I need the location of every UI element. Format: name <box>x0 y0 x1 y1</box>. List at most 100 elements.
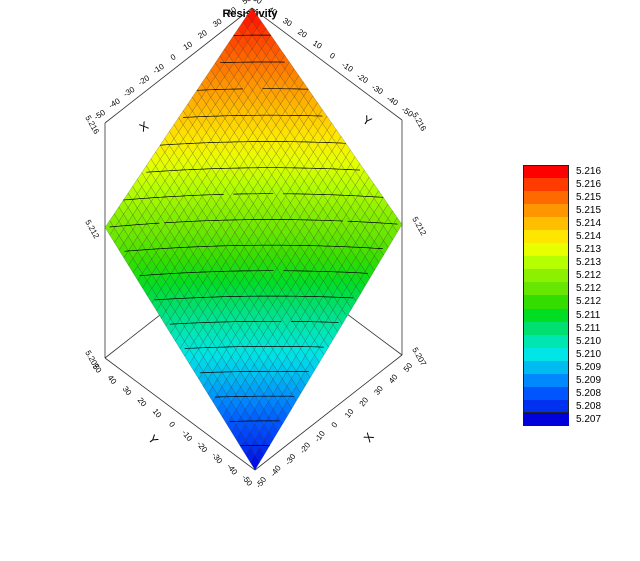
contour-line <box>229 420 280 422</box>
y-tick-label-top: -10 <box>340 60 355 74</box>
legend-label: 5.212 <box>576 296 602 308</box>
x-tick-label: 20 <box>358 395 371 408</box>
legend-row: 5.215 <box>523 204 623 218</box>
legend-row: 5.216 <box>523 178 623 192</box>
x-tick-label-top: -10 <box>151 62 166 76</box>
legend-row: 5.215 <box>523 191 623 205</box>
legend-swatch <box>523 386 569 400</box>
legend-swatch <box>523 399 569 413</box>
legend-row: 5.210 <box>523 347 623 361</box>
legend-swatch <box>523 165 569 179</box>
surface-cell <box>250 454 260 471</box>
legend-label: 5.210 <box>576 335 602 347</box>
legend-label: 5.209 <box>576 374 602 386</box>
legend-row: 5.208 <box>523 386 623 400</box>
y-tick-label: 30 <box>121 385 134 398</box>
y-tick-label: -40 <box>225 462 240 477</box>
x-tick-label-top: 30 <box>211 16 224 29</box>
legend-label: 5.207 <box>576 413 602 425</box>
z-tick-label-right: 5.212 <box>410 215 428 237</box>
y-tick-label-top: -40 <box>385 94 400 108</box>
y-tick-label: 20 <box>136 396 149 409</box>
legend-label: 5.212 <box>576 283 602 295</box>
y-tick-label-top: -30 <box>370 83 385 97</box>
x-axis-title-top: X <box>137 119 151 135</box>
legend-row: 5.210 <box>523 334 623 348</box>
x-tick-label: 50 <box>402 361 415 374</box>
contour-line <box>199 370 309 374</box>
contour-line <box>146 167 360 173</box>
legend-label: 5.213 <box>576 244 602 256</box>
legend-row: 5.211 <box>523 321 623 335</box>
x-tick-label: 30 <box>372 384 385 397</box>
legend-row: 5.212 <box>523 269 623 283</box>
legend-label: 5.208 <box>576 400 602 412</box>
box-edge-top-right <box>251 7 403 121</box>
legend-swatch <box>523 217 569 231</box>
y-tick-label-top: 0 <box>328 51 337 61</box>
contour-line <box>169 320 339 325</box>
legend-row: 5.209 <box>523 360 623 374</box>
legend-label: 5.214 <box>576 218 602 230</box>
legend-label: 5.213 <box>576 257 602 269</box>
y-axis-title-top: Y <box>360 113 374 129</box>
legend-label: 5.214 <box>576 231 602 243</box>
legend-swatch <box>523 347 569 361</box>
x-tick-label-top: 50 <box>241 0 254 6</box>
contour-line <box>160 141 346 146</box>
legend-label: 5.211 <box>576 309 601 321</box>
y-tick-label: -50 <box>240 473 255 488</box>
x-tick-label: 40 <box>387 372 400 385</box>
legend-swatch <box>523 178 569 192</box>
legend-swatch <box>523 295 569 309</box>
y-tick-label-top: 30 <box>281 16 294 29</box>
z-tick-label-right: 5.216 <box>410 111 428 133</box>
x-tick-label: -10 <box>313 429 328 444</box>
y-tick-label: -20 <box>195 440 210 455</box>
legend-swatch <box>523 230 569 244</box>
x-tick-label-top: -40 <box>107 96 122 110</box>
y-tick-label: -10 <box>180 428 195 443</box>
y-axis-title: Y <box>145 432 161 447</box>
x-tick-label: -50 <box>254 475 269 490</box>
legend-label: 5.210 <box>576 348 602 360</box>
legend-swatch <box>523 256 569 270</box>
contour-line <box>196 88 309 91</box>
legend-label: 5.211 <box>576 322 601 334</box>
contour-line <box>139 270 368 276</box>
contour-line <box>220 61 285 64</box>
legend-swatch <box>523 412 569 426</box>
z-tick-label-left: 5.212 <box>83 218 101 240</box>
contour-line <box>184 346 324 349</box>
legend-label: 5.215 <box>576 205 602 217</box>
y-tick-label-top: 50 <box>251 0 264 6</box>
x-tick-label-top: 10 <box>182 39 195 52</box>
legend-row: 5.216 <box>523 165 623 179</box>
y-tick-label-top: -20 <box>355 71 370 85</box>
x-tick-label: -40 <box>269 463 284 478</box>
y-tick-label: 10 <box>151 407 164 420</box>
legend-swatch <box>523 243 569 257</box>
contour-line <box>183 114 323 118</box>
legend-label: 5.212 <box>576 270 602 282</box>
x-tick-label: -30 <box>283 452 298 467</box>
x-axis-title: X <box>361 430 377 445</box>
y-tick-label: -30 <box>210 451 225 466</box>
legend-label: 5.208 <box>576 387 602 399</box>
legend-swatch <box>523 191 569 205</box>
legend-row: 5.213 <box>523 256 623 270</box>
legend-row: 5.208 <box>523 399 623 413</box>
legend-label: 5.216 <box>576 179 602 191</box>
legend-row: 5.211 <box>523 308 623 322</box>
box-edge-top-left <box>104 7 253 124</box>
y-tick-label: 40 <box>106 373 119 386</box>
x-tick-label-top: 0 <box>169 52 178 62</box>
color-legend: 5.216 5.216 5.215 5.215 5.214 5.214 5.213 5.213… <box>523 165 623 426</box>
x-tick-label: -20 <box>298 440 313 455</box>
z-tick-label-right: 5.207 <box>410 346 428 368</box>
y-tick-label-top: 20 <box>296 27 309 40</box>
legend-row: 5.212 <box>523 295 623 309</box>
y-tick-label-top: 40 <box>266 5 279 18</box>
legend-swatch <box>523 308 569 322</box>
